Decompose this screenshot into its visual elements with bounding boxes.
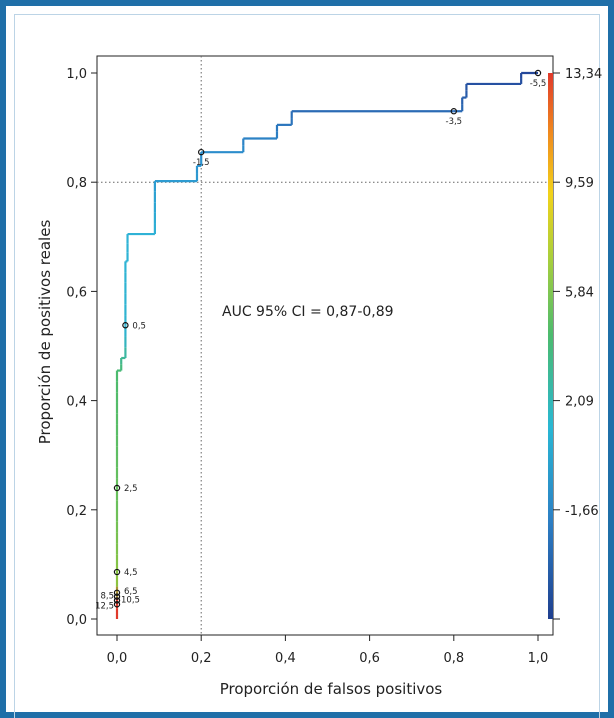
- colorbar-tick-label: 13,34: [565, 67, 602, 82]
- y-tick-label: 0,6: [66, 285, 87, 300]
- x-axis-title: Proporción de falsos positivos: [220, 680, 443, 698]
- threshold-point: [113, 568, 121, 576]
- threshold-label: 6,5: [124, 587, 138, 597]
- x-tick-label: 0,0: [107, 651, 128, 666]
- threshold-label: 4,5: [124, 568, 138, 578]
- y-tick-label: 1,0: [66, 67, 87, 82]
- x-tick-label: 0,6: [359, 651, 380, 666]
- threshold-point: [113, 601, 121, 608]
- threshold-point: [113, 597, 121, 604]
- threshold-points: 12,5 10,5 8,5 6,5 4,5 2,5 0,5 -1,5 -3,5 -5,5: [95, 69, 547, 611]
- colorbar-tick-label: 9,59: [565, 176, 594, 191]
- colorbar-tick-label: -1,66: [565, 504, 599, 519]
- threshold-label: 10,5: [121, 595, 140, 605]
- threshold-point: [113, 593, 121, 600]
- threshold-point: [113, 589, 121, 596]
- threshold-point: [122, 322, 129, 329]
- colorbar: [548, 73, 553, 619]
- y-axis: 0,0 0,2 0,4 0,6 0,8 1,0: [66, 67, 97, 628]
- colorbar-ticks: -1,66 2,09 5,84 9,59 13,34: [553, 67, 602, 620]
- y-tick-label: 0,8: [66, 176, 87, 191]
- threshold-point: [197, 148, 205, 156]
- x-tick-label: 0,4: [275, 651, 296, 666]
- threshold-point: [450, 108, 457, 115]
- auc-annotation: AUC 95% CI = 0,87-0,89: [222, 304, 394, 320]
- y-tick-label: 0,4: [66, 395, 87, 410]
- x-tick-label: 1,0: [528, 651, 549, 666]
- x-tick-label: 0,8: [443, 651, 464, 666]
- threshold-point: [534, 69, 542, 77]
- threshold-label: -1,5: [193, 158, 210, 168]
- threshold-label: -3,5: [446, 117, 463, 127]
- threshold-label: 2,5: [124, 484, 138, 494]
- x-tick-label: 0,2: [191, 651, 212, 666]
- plot-area: [96, 55, 554, 636]
- x-axis: 0,0 0,2 0,4 0,6 0,8 1,0: [107, 635, 549, 666]
- threshold-label: 12,5: [95, 601, 114, 611]
- colorbar-tick-label: 2,09: [565, 395, 594, 410]
- colorbar-tick-label: 5,84: [565, 285, 594, 300]
- roc-curve: [115, 71, 538, 619]
- y-axis-title: Proporción de positivos reales: [36, 220, 54, 445]
- threshold-label: 8,5: [100, 592, 114, 602]
- threshold-label: 0,5: [132, 321, 146, 331]
- threshold-point: [113, 484, 121, 492]
- y-tick-label: 0,2: [66, 504, 87, 519]
- threshold-label: -5,5: [530, 79, 547, 89]
- y-tick-label: 0,0: [66, 613, 87, 628]
